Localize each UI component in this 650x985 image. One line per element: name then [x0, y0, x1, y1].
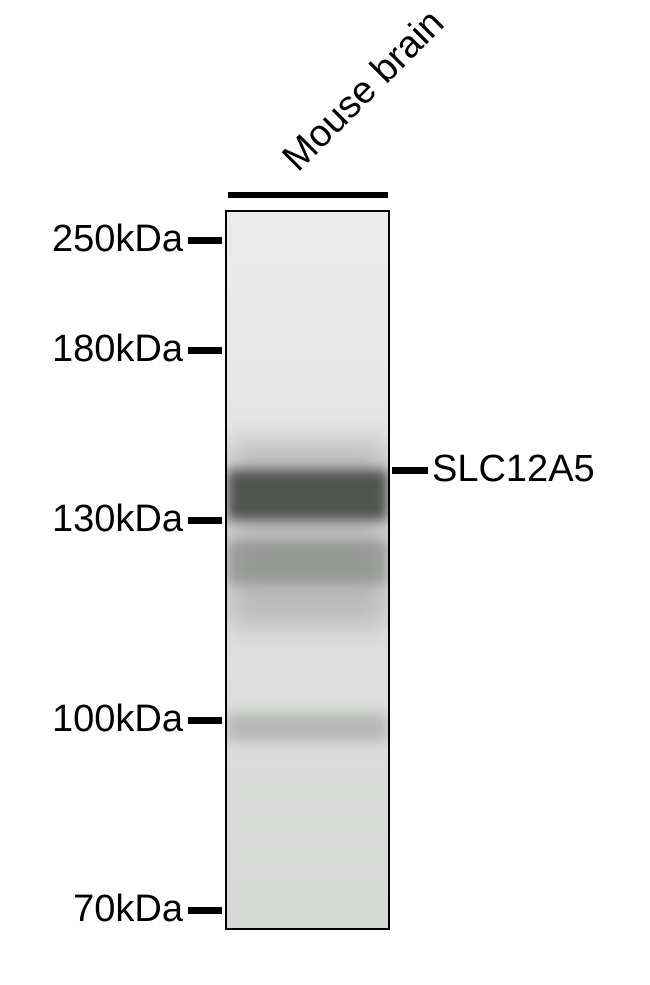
- marker-tick: [188, 717, 222, 724]
- marker-label: 70kDa: [73, 888, 183, 931]
- marker-label: 250kDa: [52, 218, 183, 261]
- marker-tick: [188, 517, 222, 524]
- marker-tick: [188, 237, 222, 244]
- marker-tick: [188, 347, 222, 354]
- marker-label: 180kDa: [52, 328, 183, 371]
- band-faint-100kda: [227, 713, 388, 742]
- band-main-band: [227, 470, 388, 520]
- band-sub-band: [227, 541, 388, 584]
- gel-lane: [225, 210, 390, 930]
- lane-underline: [228, 192, 388, 198]
- marker-label: 100kDa: [52, 698, 183, 741]
- lane-label: Mouse brain: [275, 2, 453, 180]
- protein-label: SLC12A5: [432, 448, 595, 491]
- marker-label: 130kDa: [52, 498, 183, 541]
- protein-pointer-tick: [392, 467, 428, 474]
- western-blot-figure: Mouse brain 250kDa 180kDa 130kDa 100kDa 70kD…: [0, 0, 650, 985]
- marker-tick: [188, 907, 222, 914]
